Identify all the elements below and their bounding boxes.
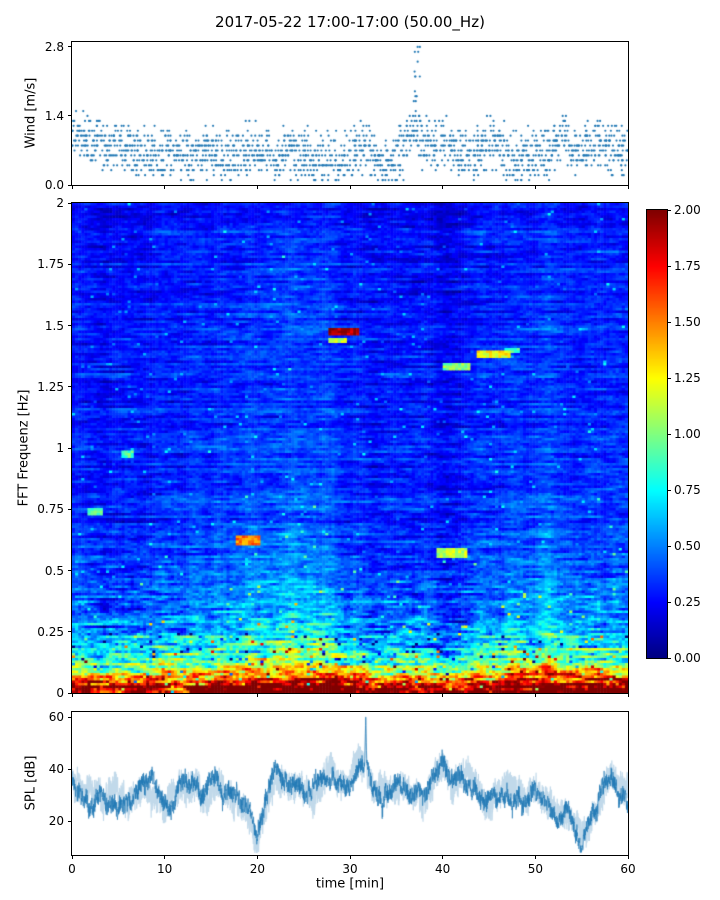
spectrogram-canvas <box>72 203 628 693</box>
fft-ytick-mark <box>68 570 72 571</box>
colorbar-tick-mark <box>667 433 671 435</box>
fft-ytick-mark <box>68 508 72 510</box>
spl-xtick-mark <box>164 855 166 859</box>
wind-ytick-mark <box>68 46 72 48</box>
colorbar-tick-mark <box>667 545 671 547</box>
colorbar-tick-label: 1.25 <box>674 371 701 385</box>
wind-xtick-mark <box>71 185 73 189</box>
wind-scatter-canvas <box>72 42 628 185</box>
colorbar-tick-label: 1.50 <box>674 315 701 329</box>
fft-ytick-label: 0 <box>56 686 64 700</box>
fft-ytick-label: 1.5 <box>44 318 64 333</box>
colorbar-tick-mark <box>667 489 671 491</box>
spectrogram-axes <box>71 202 629 694</box>
fft-xtick-mark <box>534 693 536 697</box>
spl-line-canvas <box>72 712 628 855</box>
wind-xtick-mark <box>534 185 536 189</box>
time-xtick-label: 40 <box>435 862 451 876</box>
spl-xtick-mark <box>442 855 444 859</box>
spl-ytick-mark <box>68 716 72 718</box>
wind-ytick-label: 1.4 <box>44 108 64 123</box>
fft-ytick-mark <box>68 325 72 326</box>
colorbar-tick-label: 2.00 <box>674 203 701 217</box>
colorbar-tick-label: 0.75 <box>674 483 701 497</box>
spl-xtick-mark <box>627 855 629 859</box>
time-xtick-label: 50 <box>527 862 543 876</box>
colorbar-tick-label: 0.50 <box>674 539 701 553</box>
spl-ytick-label: 60 <box>48 710 64 725</box>
colorbar-tick-mark <box>667 601 671 603</box>
colorbar-tick-mark <box>667 321 671 323</box>
fft-ytick-label: 0.5 <box>44 563 64 578</box>
fft-ytick-label: 0.75 <box>37 502 64 517</box>
spl-xtick-mark <box>349 855 351 859</box>
fft-ytick-label: 1.25 <box>37 379 64 394</box>
time-xtick-label: 30 <box>342 862 358 876</box>
fft-xtick-mark <box>349 693 351 697</box>
colorbar-tick-label: 1.00 <box>674 427 701 441</box>
time-x-axis-label: time [min] <box>315 876 385 892</box>
colorbar-tick-mark <box>667 265 671 267</box>
colorbar-tick-mark <box>667 209 671 211</box>
time-xtick-label: 0 <box>68 862 76 876</box>
colorbar-tick-mark <box>667 377 671 379</box>
spl-plot-axes <box>71 711 629 856</box>
fft-ytick-mark <box>68 263 72 265</box>
spl-xtick-mark <box>256 855 258 859</box>
fft-xtick-mark <box>71 693 73 697</box>
wind-xtick-mark <box>442 185 444 189</box>
colorbar-tick-label: 1.75 <box>674 259 701 273</box>
fft-ytick-mark <box>68 202 72 204</box>
fft-ytick-label: 2 <box>56 196 64 210</box>
fft-ytick-label: 1 <box>56 441 64 455</box>
colorbar-tick-mark <box>667 657 671 659</box>
fft-xtick-mark <box>442 693 444 697</box>
wind-xtick-mark <box>164 185 166 189</box>
wind-ytick-label: 2.8 <box>44 39 64 54</box>
fft-ytick-mark <box>68 447 72 449</box>
time-xtick-label: 60 <box>620 862 636 876</box>
spl-xtick-mark <box>71 855 73 859</box>
fft-ytick-mark <box>68 386 72 388</box>
wind-ytick-label: 0.0 <box>44 178 64 192</box>
spl-ytick-mark <box>68 768 72 770</box>
spl-xtick-mark <box>534 855 536 859</box>
wind-ytick-mark <box>68 184 72 186</box>
time-xtick-label: 20 <box>249 862 265 876</box>
wind-ytick-mark <box>68 115 72 117</box>
fft-xtick-mark <box>256 693 258 697</box>
wind-plot-axes <box>71 41 629 186</box>
wind-xtick-mark <box>256 185 258 189</box>
spl-ytick-label: 20 <box>48 814 64 829</box>
figure-title: 2017-05-22 17:00-17:00 (50.00_Hz) <box>215 13 485 31</box>
fft-xtick-mark <box>627 693 629 697</box>
fft-ytick-mark <box>68 631 72 633</box>
wind-xtick-mark <box>627 185 629 189</box>
colorbar-tick-label: 0.00 <box>674 651 701 665</box>
fft-xtick-mark <box>164 693 166 697</box>
fft-ytick-mark <box>68 692 72 694</box>
fft-ytick-label: 0.25 <box>37 624 64 639</box>
wind-xtick-mark <box>349 185 351 189</box>
fft-ytick-label: 1.75 <box>37 257 64 272</box>
time-xtick-label: 10 <box>157 862 173 876</box>
colorbar-canvas <box>647 210 667 658</box>
colorbar <box>646 209 668 659</box>
spl-ytick-mark <box>68 820 72 822</box>
spl-ytick-label: 40 <box>48 762 64 777</box>
colorbar-tick-label: 0.25 <box>674 595 701 609</box>
